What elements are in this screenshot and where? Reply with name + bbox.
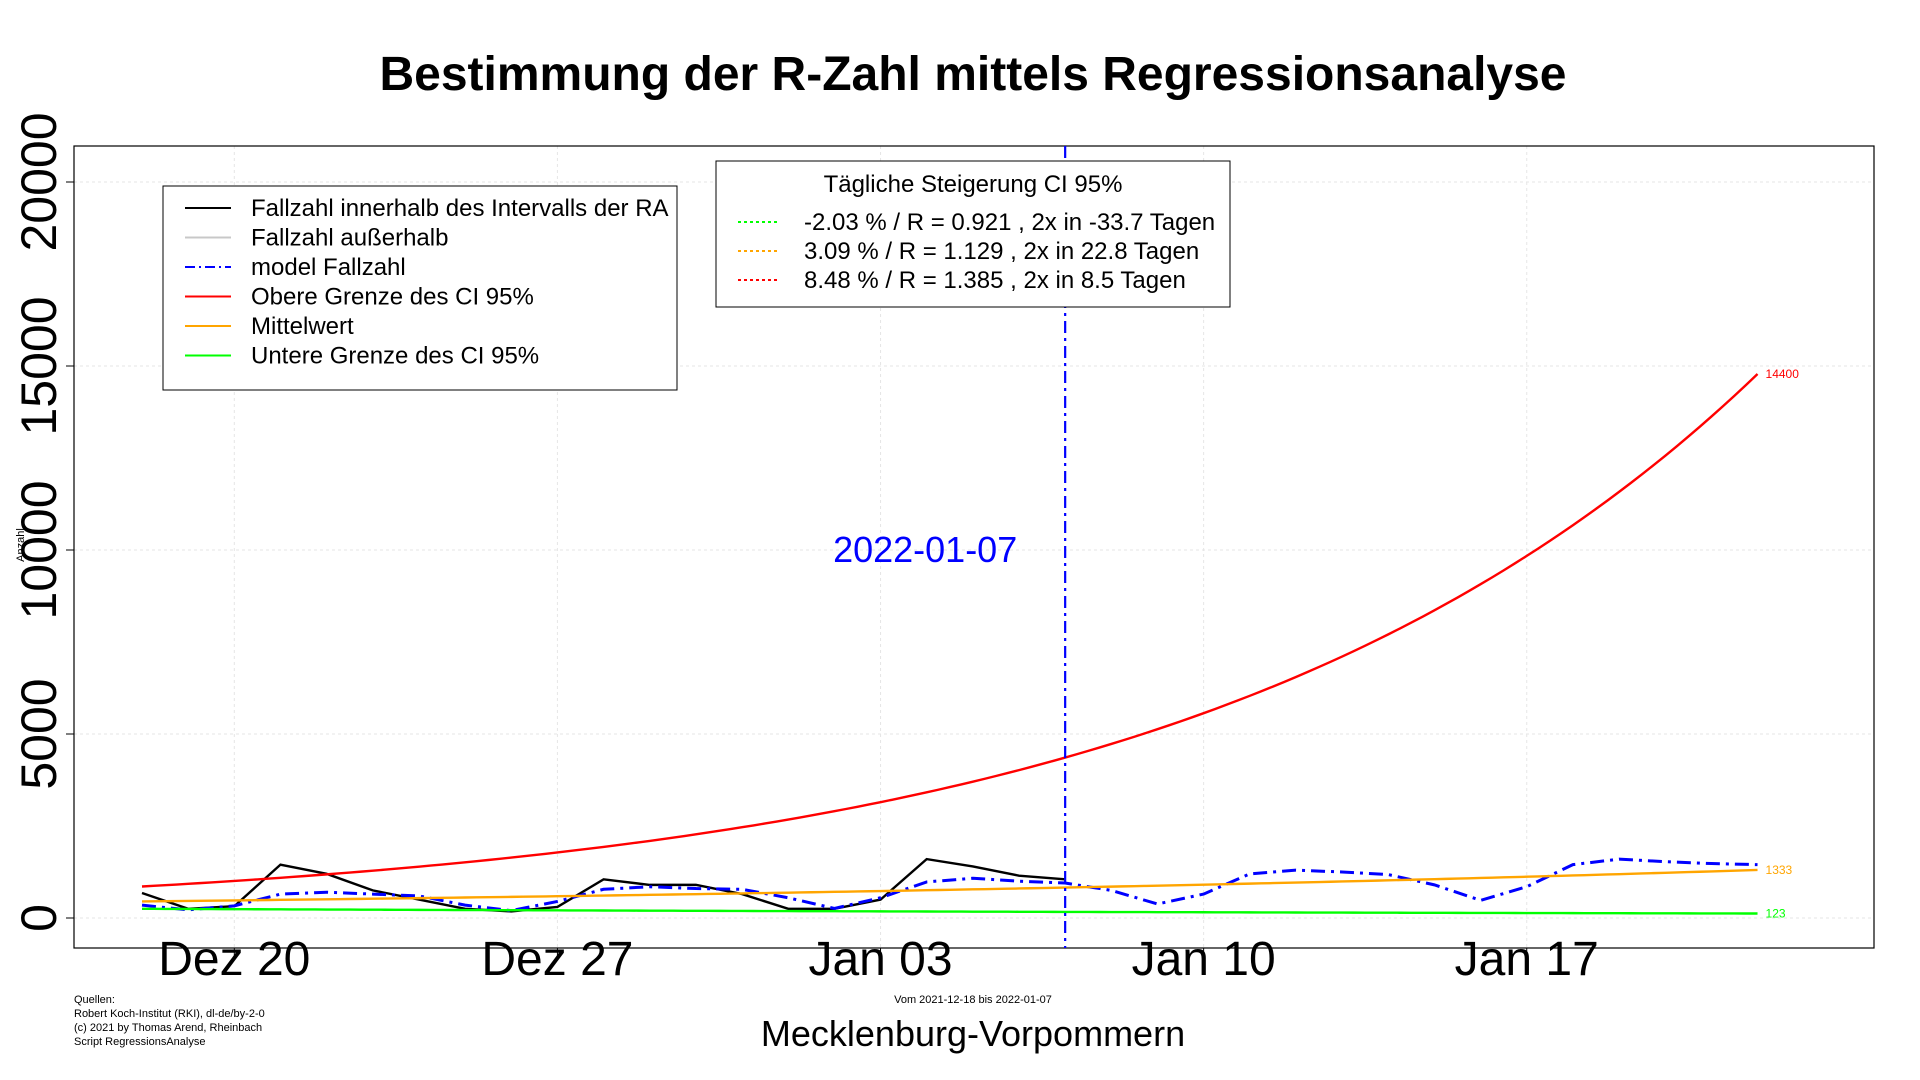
series-line: [141, 868, 1758, 903]
y-tick-label: 20000: [11, 112, 67, 251]
series-line: [141, 907, 1758, 915]
legend-label: Untere Grenze des CI 95%: [251, 343, 539, 370]
legend-label: Mittelwert: [251, 313, 354, 340]
ci-legend-box: [715, 160, 1231, 308]
x-tick-label: Jan 10: [1132, 933, 1276, 986]
series-line: [141, 373, 1759, 888]
y-tick-label: 5000: [11, 678, 67, 789]
plot-frame: [73, 145, 1875, 949]
legend-label: Fallzahl innerhalb des Intervalls der RA: [251, 195, 669, 222]
end-labels: 14400 1333 123: [1766, 367, 1800, 920]
y-axis: 0 5000 10000 15000 20000: [11, 112, 74, 932]
ci-legend-label: -2.03 % / R = 0.921 , 2x in -33.7 Tagen: [804, 209, 1215, 236]
ci-legend-label: 3.09 % / R = 1.129 , 2x in 22.8 Tagen: [804, 238, 1199, 265]
x-axis: Dez 20 Dez 27 Jan 03 Jan 10 Jan 17: [158, 933, 1599, 986]
period-subtitle: Vom 2021-12-18 bis 2022-01-07: [894, 994, 1052, 1006]
x-tick-label: Jan 17: [1455, 933, 1599, 986]
legend-box: [162, 185, 678, 391]
end-label: 123: [1766, 907, 1786, 921]
ci-legend: Tägliche Steigerung CI 95% -2.03 % / R = …: [715, 160, 1231, 308]
source-line: Robert Koch-Institut (RKI), dl-de/by-2-0: [74, 1008, 265, 1020]
sources-note: Quellen: Robert Koch-Institut (RKI), dl-d…: [74, 994, 265, 1048]
source-line: (c) 2021 by Thomas Arend, Rheinbach: [74, 1022, 262, 1034]
x-tick-label: Jan 03: [808, 933, 952, 986]
legend: Fallzahl innerhalb des Intervalls der RA…: [162, 185, 678, 391]
y-axis-label: Anzahl: [15, 528, 27, 562]
date-marker-label: 2022-01-07: [833, 529, 1017, 570]
end-label: 1333: [1766, 863, 1793, 877]
y-tick-label: 15000: [11, 296, 67, 435]
x-axis-label: Mecklenburg-Vorpommern: [761, 1013, 1185, 1054]
series-line: [141, 857, 1758, 913]
ci-legend-title: Tägliche Steigerung CI 95%: [824, 171, 1123, 198]
chart-title: Bestimmung der R-Zahl mittels Regression…: [379, 48, 1566, 101]
series-line: [141, 857, 1066, 913]
x-tick-label: Dez 20: [158, 933, 310, 986]
y-tick-label: 0: [11, 904, 67, 932]
y-tick-label: 10000: [11, 480, 67, 619]
source-line: Quellen:: [74, 994, 115, 1006]
legend-label: model Fallzahl: [251, 254, 406, 281]
legend-label: Obere Grenze des CI 95%: [251, 284, 534, 311]
legend-label: Fallzahl außerhalb: [251, 225, 448, 252]
x-tick-label: Dez 27: [481, 933, 633, 986]
data-lines: [141, 373, 1759, 915]
source-line: Script RegressionsAnalyse: [74, 1036, 205, 1048]
ci-legend-label: 8.48 % / R = 1.385 , 2x in 8.5 Tagen: [804, 267, 1186, 294]
end-label: 14400: [1766, 367, 1800, 381]
